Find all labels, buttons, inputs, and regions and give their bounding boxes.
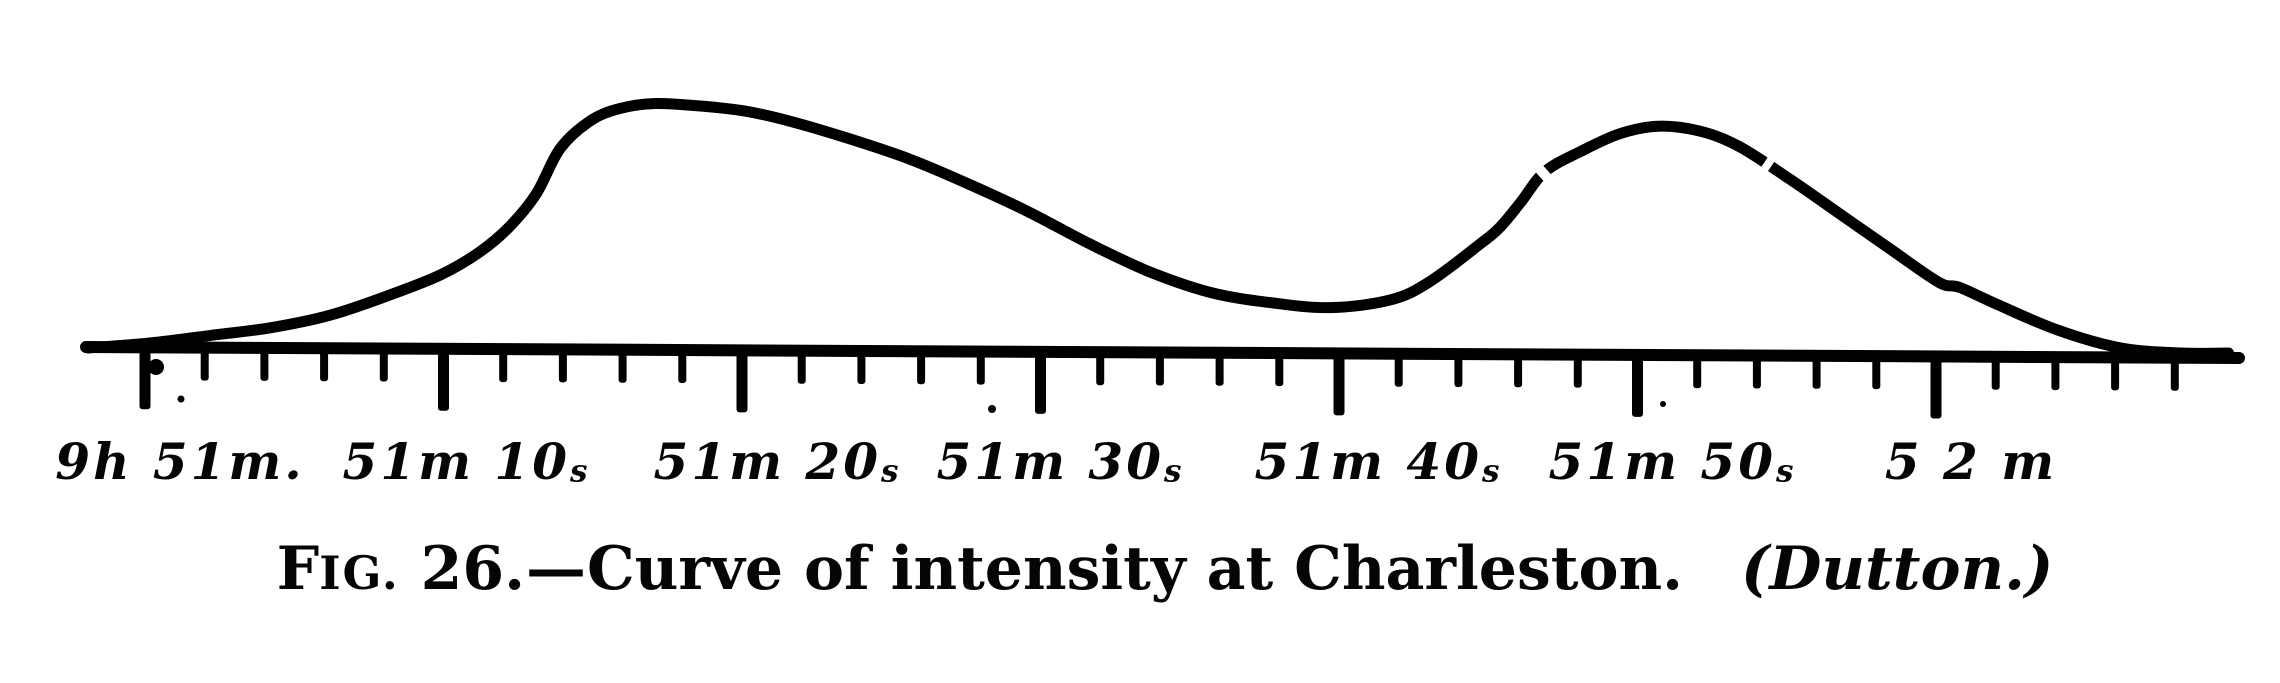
caption-title: Curve of intensity at Charleston. [587,534,1683,604]
ink-speck [148,359,164,375]
major-tick [1333,355,1345,416]
minor-tick [1872,358,1881,390]
minor-tick [379,350,388,382]
ink-specks [148,359,1666,413]
minor-tick [1215,354,1224,386]
ink-speck [988,405,996,413]
minor-tick [260,349,269,381]
minor-tick [1514,356,1523,388]
minor-tick [1752,357,1761,389]
minor-tick [1812,357,1821,389]
minor-tick [1394,355,1403,387]
minor-tick [499,351,508,383]
major-tick [139,349,151,410]
minor-tick [618,351,627,383]
major-tick [1035,353,1046,414]
print-gaps [1531,151,1779,188]
minor-tick [1991,358,2000,390]
minor-tick [917,353,926,385]
minor-tick [1155,354,1164,386]
figure-number: FIG. 26. [276,534,526,604]
minor-tick [1096,354,1105,386]
minor-tick [797,352,806,384]
ink-speck [177,395,185,403]
intensity-curve [82,97,2234,359]
major-tick [438,350,449,411]
minor-tick [200,349,209,381]
minor-tick [1573,356,1582,388]
x-axis-ticks [139,349,2179,419]
major-tick [1930,358,1942,419]
minor-tick [678,352,687,383]
minor-tick [320,350,329,382]
minor-tick [1454,356,1463,387]
minor-tick [976,353,985,385]
figure-caption: FIG. 26.—Curve of intensity at Charlesto… [25,534,2280,604]
minor-tick [1275,355,1284,387]
x-axis-line [80,341,2245,364]
caption-attribution: (Dutton.) [1740,534,2054,604]
print-gap [1531,160,1557,188]
ink-speck [1660,401,1666,407]
minor-tick [558,351,567,383]
minor-tick [2170,359,2179,391]
caption-dash: — [526,534,587,604]
print-gap [1757,151,1779,177]
major-tick [1632,356,1643,417]
intensity-curve-path [82,97,2234,359]
minor-tick [857,353,866,384]
minor-tick [2111,359,2120,391]
major-tick [736,352,748,413]
minor-tick [2051,359,2060,391]
minor-tick [1693,357,1702,389]
